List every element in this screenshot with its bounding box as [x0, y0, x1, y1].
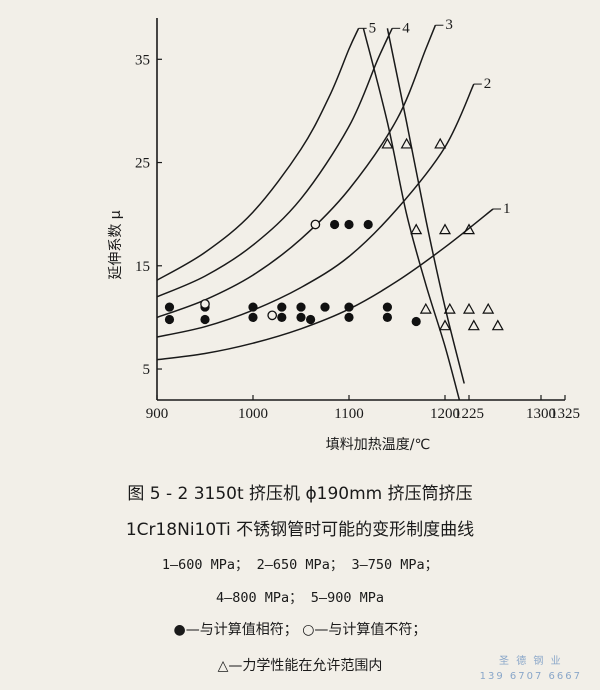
point-match: [382, 312, 392, 323]
x-tick-label: 1000: [238, 406, 268, 422]
point-property-ok: [381, 137, 394, 149]
y-tick-label: 25: [135, 156, 150, 172]
curve-1: [156, 208, 494, 361]
point-match: [320, 302, 330, 312]
point-property-ok: [438, 223, 452, 235]
legend-triangle-marker: △—力学性能在允许范围内: [217, 658, 383, 674]
chart-curves: 1 2 3 4 5: [156, 17, 511, 401]
point-match: [164, 302, 175, 312]
legend-markers: ●—与计算值相符； ○—与计算值不符；: [173, 622, 427, 638]
point-property-ok: [434, 137, 447, 149]
x-tick-label: 1100: [334, 406, 363, 422]
point-match: [344, 312, 354, 323]
point-match: [382, 302, 392, 312]
limit-curve-5: [386, 28, 465, 384]
watermark: 圣 德 钢 业 139 6707 6667: [480, 654, 582, 684]
y-tick-label: 5: [143, 362, 151, 378]
point-property-ok: [400, 137, 413, 149]
x-tick-label: 900: [146, 406, 169, 422]
x-tick-label: 1325: [550, 406, 580, 422]
figure-caption-subtitle: 1Cr18Ni10Ti 不锈钢管时可能的变形制度曲线: [125, 520, 475, 540]
x-tick-label: 1300: [526, 406, 556, 422]
point-match: [344, 219, 354, 230]
point-property-ok: [467, 319, 480, 331]
y-tick-label: 15: [135, 259, 150, 275]
figure-caption-title: 图 5 - 2 3150t 挤压机 ϕ190mm 挤压筒挤压: [127, 484, 473, 504]
point-property-ok: [462, 302, 476, 314]
point-mismatch: [200, 299, 210, 309]
point-match: [296, 312, 306, 323]
point-property-ok: [491, 319, 504, 331]
point-property-ok: [443, 302, 456, 314]
point-match: [344, 302, 354, 312]
x-tick-label: 1225: [454, 406, 484, 422]
point-match: [248, 302, 258, 312]
curve-label-2: 2: [484, 76, 492, 92]
curve-label-5: 5: [369, 20, 377, 36]
watermark-company: 圣 德 钢 业: [499, 656, 563, 667]
curve-label-1: 1: [503, 201, 511, 217]
chart-points: [164, 137, 504, 331]
point-property-ok: [419, 302, 432, 314]
legend-curves-4-5: 4—800 MPa； 5—900 MPa: [216, 590, 384, 606]
point-property-ok: [410, 223, 423, 235]
point-match: [411, 316, 421, 327]
point-property-ok: [482, 302, 495, 314]
point-match: [277, 312, 287, 323]
y-tick-label: 35: [135, 52, 150, 68]
point-match: [296, 302, 306, 312]
point-mismatch: [310, 219, 321, 230]
curve-5: [156, 27, 360, 281]
point-match: [330, 219, 340, 230]
point-mismatch: [267, 310, 278, 321]
point-match: [277, 302, 287, 312]
curve-label-3: 3: [445, 17, 453, 33]
point-match: [164, 314, 175, 325]
point-match: [248, 312, 258, 323]
y-axis-title: 延伸系数 μ: [108, 210, 124, 279]
legend-curves-1-3: 1—600 MPa； 2—650 MPa； 3—750 MPa；: [161, 557, 439, 573]
point-match: [363, 219, 373, 230]
point-match: [200, 314, 210, 325]
point-property-ok: [462, 223, 476, 235]
curve-2: [156, 83, 475, 338]
limit-curve-6: [362, 28, 461, 401]
curve-label-4: 4: [402, 20, 410, 36]
point-match: [306, 314, 316, 325]
watermark-phone: 139 6707 6667: [479, 671, 582, 682]
curve-3: [156, 24, 437, 319]
x-tick-label: 1200: [430, 406, 460, 422]
curve-4: [156, 27, 393, 298]
x-axis-title: 填料加热温度/℃: [326, 437, 430, 453]
point-property-ok: [438, 319, 452, 331]
